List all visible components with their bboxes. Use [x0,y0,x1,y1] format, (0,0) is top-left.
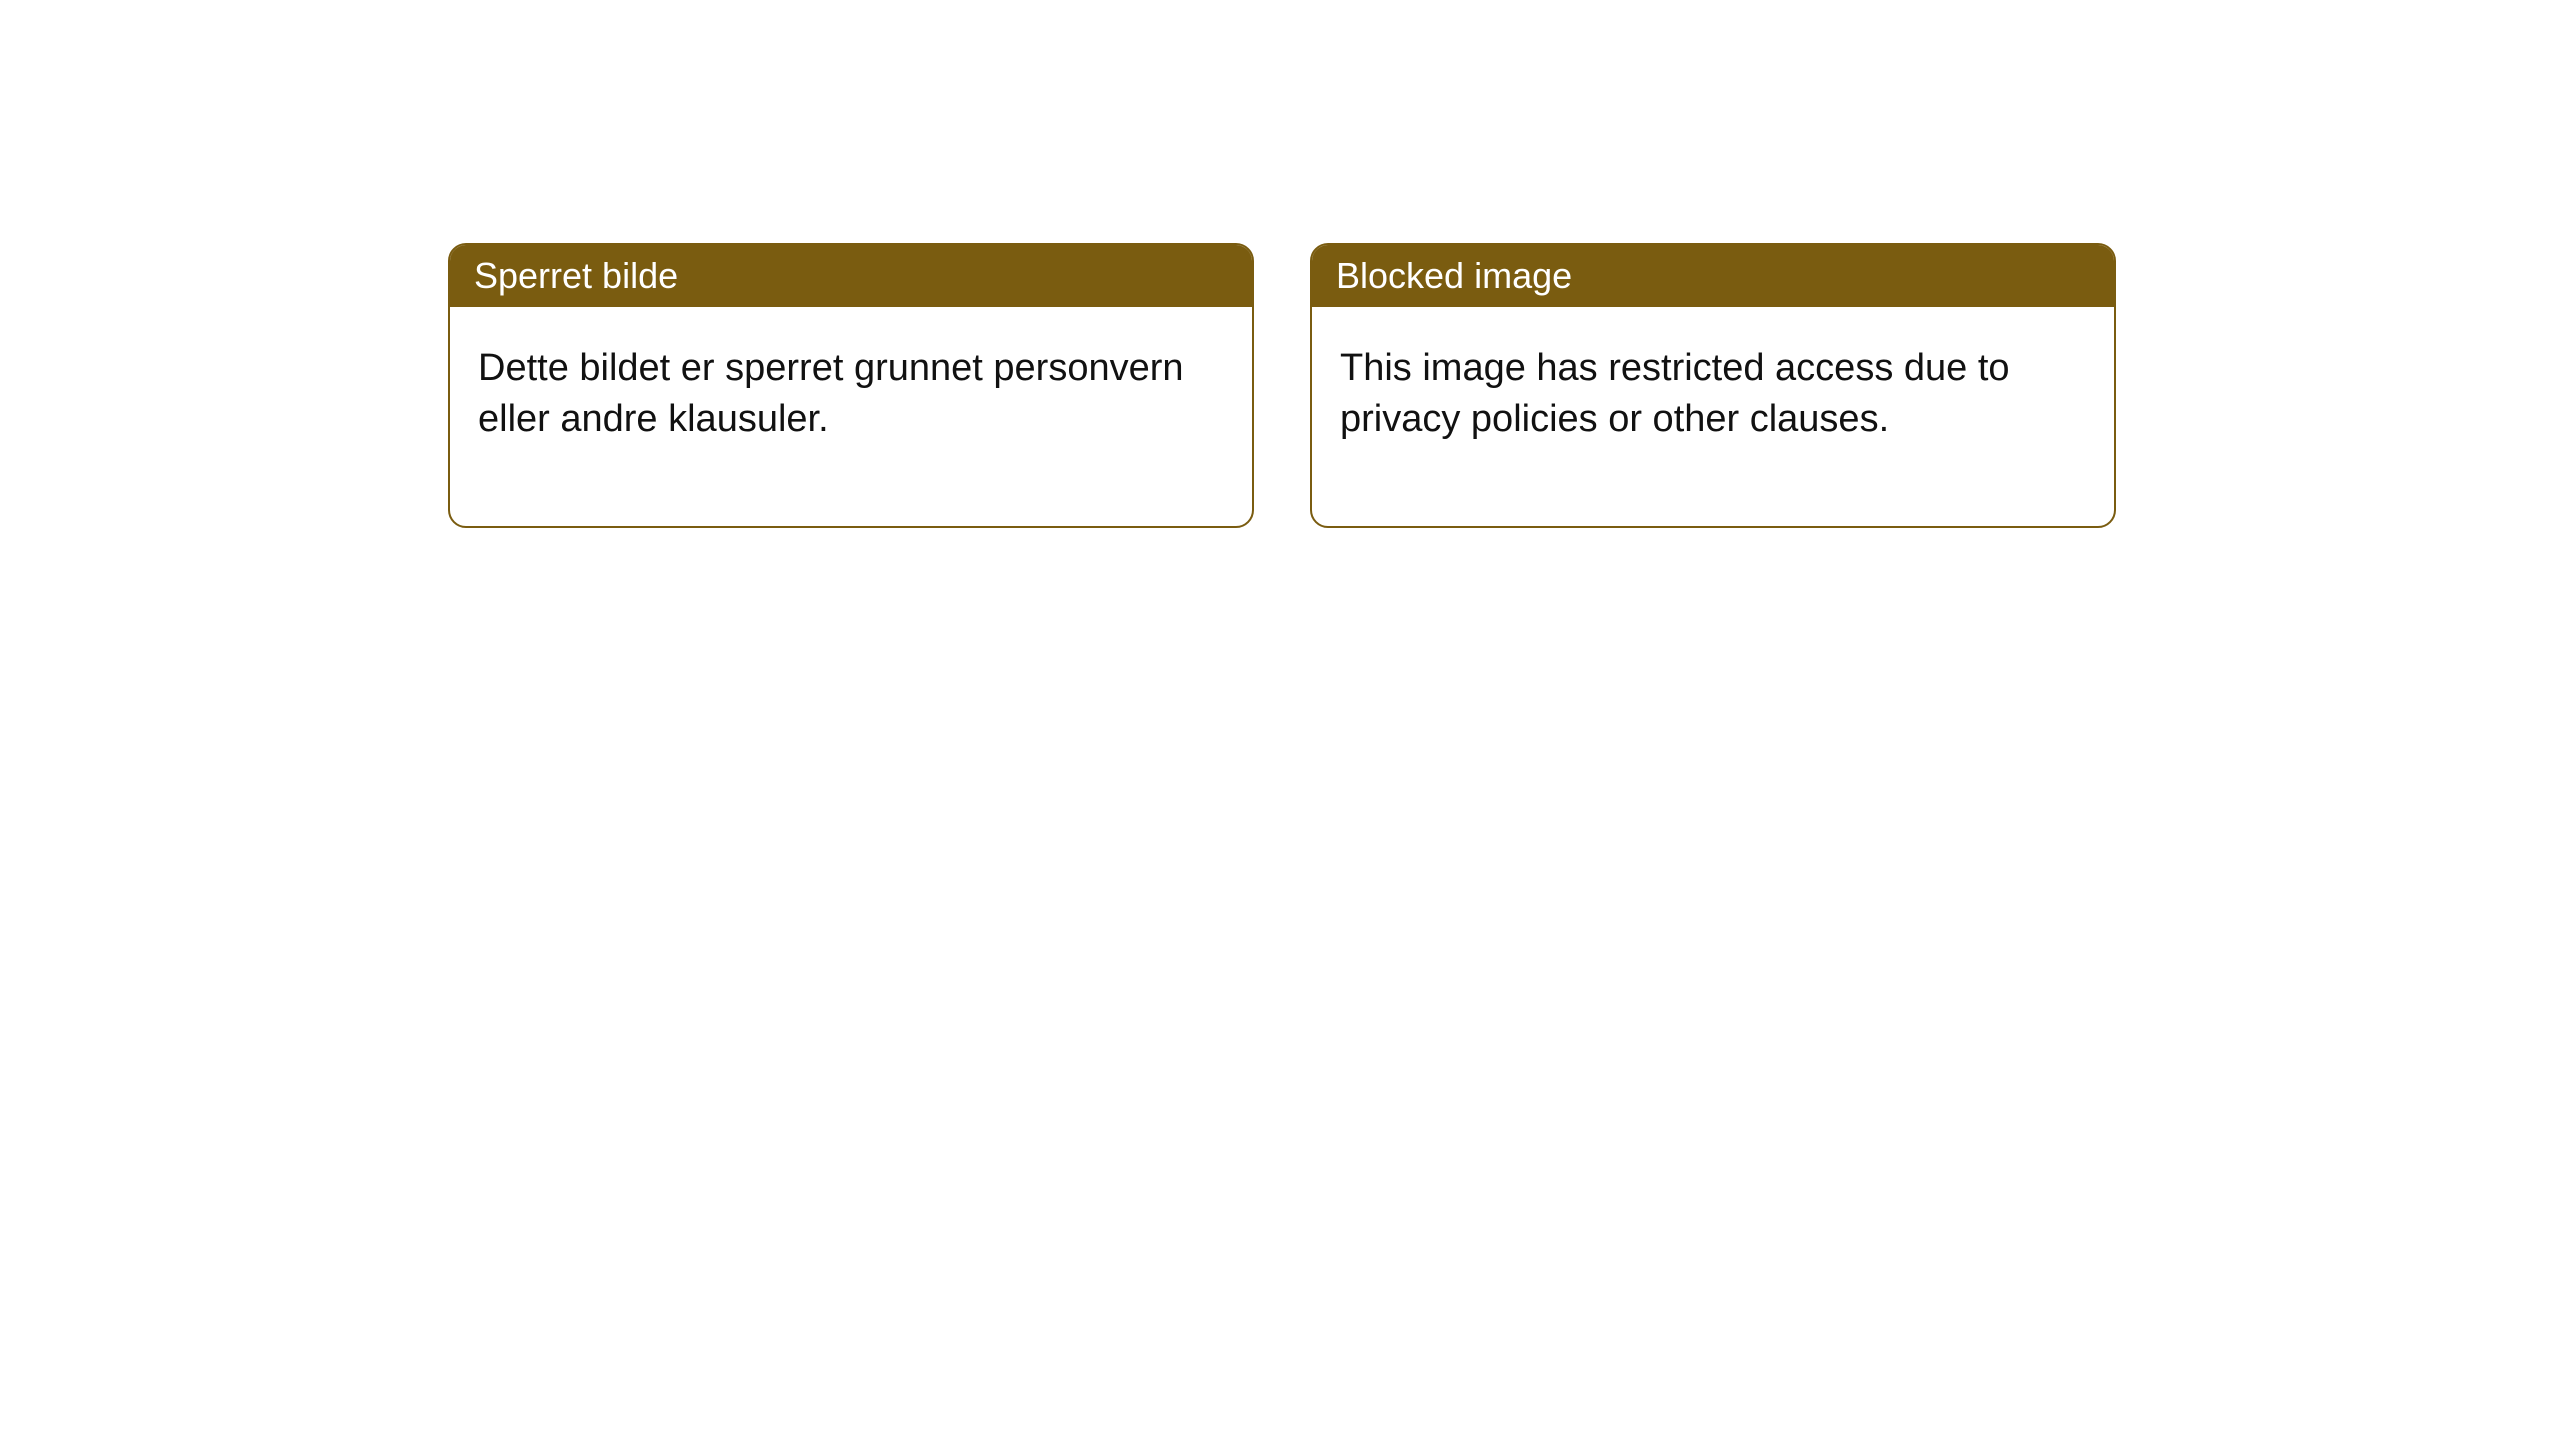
notice-card-english: Blocked image This image has restricted … [1310,243,2116,528]
notice-card-header: Sperret bilde [450,245,1252,307]
notice-card-text: Dette bildet er sperret grunnet personve… [478,347,1184,440]
notice-card-text: This image has restricted access due to … [1340,347,2010,440]
notice-card-title: Blocked image [1336,255,1572,296]
notice-card-norwegian: Sperret bilde Dette bildet er sperret gr… [448,243,1254,528]
notice-card-body: This image has restricted access due to … [1312,307,2114,526]
notice-card-title: Sperret bilde [474,255,678,296]
notice-card-header: Blocked image [1312,245,2114,307]
notice-container: Sperret bilde Dette bildet er sperret gr… [0,0,2560,528]
notice-card-body: Dette bildet er sperret grunnet personve… [450,307,1252,526]
